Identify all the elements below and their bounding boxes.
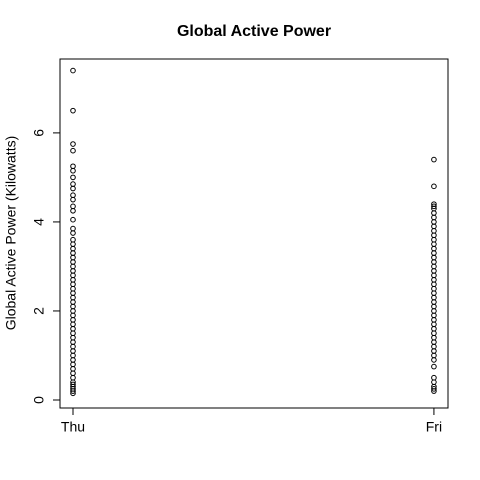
point (431, 388, 437, 394)
x-tick-label: Fri (426, 419, 442, 435)
point (70, 174, 76, 181)
point (70, 147, 76, 154)
y-tick-label: 0 (31, 396, 47, 404)
point (70, 388, 76, 394)
point (70, 67, 76, 74)
point (70, 107, 76, 114)
point (70, 207, 76, 214)
point (70, 141, 76, 147)
point (431, 363, 437, 370)
point (431, 386, 437, 392)
point (70, 216, 76, 223)
x-tick-label: Thu (61, 419, 85, 435)
plot-box (59, 58, 449, 409)
point (431, 357, 437, 363)
point (70, 167, 76, 174)
y-tick-label: 4 (31, 218, 47, 226)
point (431, 156, 437, 163)
point (431, 183, 437, 190)
point (70, 196, 76, 203)
y-axis-label: Global Active Power (Kilowatts) (3, 136, 19, 331)
chart-title: Global Active Power (177, 23, 331, 40)
point (70, 390, 76, 397)
point (70, 185, 76, 192)
point (70, 230, 76, 236)
point (431, 203, 437, 210)
y-tick-label: 2 (31, 307, 47, 315)
y-tick-label: 6 (31, 129, 47, 137)
